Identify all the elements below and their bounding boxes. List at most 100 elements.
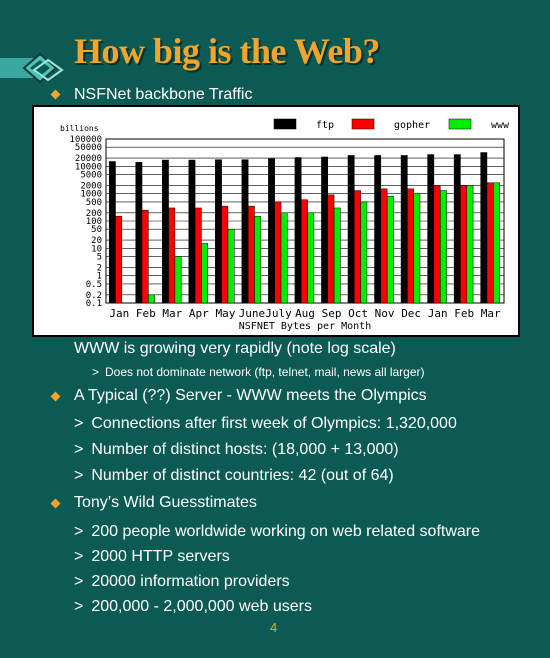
note-network-text: Does not dominate network (ftp, telnet, … [105,365,425,379]
bar-www [333,207,341,304]
bar-ftp [400,155,408,304]
traffic-chart-svg: 1000005000020000100005000200010005002001… [60,118,510,332]
y-tick-label: 2000 [80,181,102,191]
list-item: > Connections after first week of Olympic… [74,415,457,433]
y-tick-label: 20000 [75,154,102,164]
y-tick-label: 5000 [80,171,102,181]
bar-ftp [321,156,329,304]
bar-gopher [433,185,441,304]
bar-gopher [115,215,123,304]
bar-gopher [327,194,335,304]
bar-www [201,243,208,304]
list-item: >200 people worldwide working on web rel… [74,523,480,541]
bar-ftp [480,152,488,304]
bar-www [413,193,421,304]
y-tick-label: 100 [86,217,102,227]
x-tick-label: July [265,307,292,320]
bar-www [307,212,315,304]
sub-marker: > [74,441,84,458]
x-tick-label: Nov [375,307,395,320]
bar-www [466,185,474,304]
bar-ftp [135,162,143,304]
bar-gopher [407,188,414,304]
y-tick-label: 1000 [80,190,102,200]
x-tick-label: Jan [428,307,448,320]
y-tick-label: 10 [91,244,102,254]
y-tick-label: 50000 [75,143,102,153]
x-tick-label: May [215,307,235,320]
x-tick-label: Mar [481,307,501,320]
sub-marker: > [74,598,84,615]
bar-ftp [188,159,196,304]
y-tick-label: 0.1 [86,299,102,309]
bar-gopher [194,207,202,304]
bullet-olympics: A Typical (??) Server - WWW meets the Ol… [74,387,427,404]
bar-www [360,201,368,304]
x-tick-label: Oct [348,307,368,320]
bar-www [439,190,447,304]
y-tick-label: 20 [91,236,102,246]
y-tick-label: 5 [97,253,102,263]
bar-www [148,294,155,304]
y-tick-label: 100000 [69,135,102,145]
x-tick-label: June [239,307,266,320]
bar-gopher [380,188,388,304]
list-item-text: Connections after first week of Olympics… [91,415,457,432]
y-tick-label: 50 [91,225,102,235]
bar-ftp [347,155,355,304]
x-tick-label: Apr [189,307,209,320]
list-item-text: 2000 HTTP servers [91,548,230,565]
y-tick-label: 0.5 [86,280,102,290]
x-tick-label: Feb [136,307,156,320]
list-item-text: 200 people worldwide working on web rela… [91,523,481,540]
bar-gopher [300,199,308,304]
y-tick-label: 1 [97,272,102,282]
list-item-text: Number of distinct countries: 42 (out of… [91,467,394,484]
bar-ftp [215,159,222,304]
bar-gopher [486,182,494,304]
list-item: >2000 HTTP servers [74,548,230,566]
bar-gopher [221,205,229,304]
bar-ftp [162,159,169,304]
x-tick-label: Feb [454,307,474,320]
x-tick-label: Aug [295,307,315,320]
sub-marker: > [74,415,84,432]
bullet-diamond-icon [50,498,61,509]
bar-ftp [427,154,435,304]
y-axis-label: billions [60,124,99,133]
bar-www [254,215,262,304]
x-axis-label: NSFNET Bytes per Month [239,321,371,332]
list-item: >200,000 - 2,000,000 web users [74,598,312,616]
bar-gopher [168,207,176,304]
y-tick-label: 0.2 [86,291,102,301]
bar-ftp [294,157,302,304]
bar-ftp [241,159,249,304]
legend-swatch-www [448,118,472,130]
legend-label-www: www [491,120,510,131]
list-item: > Number of distinct hosts: (18,000 + 13,… [74,441,399,459]
bullet-nsfnet: NSFNet backbone Traffic [74,86,253,103]
bullet-diamond-icon [50,89,61,100]
legend-swatch-ftp [273,118,297,130]
bar-ftp [108,161,116,304]
bullet-diamond-icon [50,391,61,402]
sub-marker: > [74,523,84,540]
bar-www [227,228,235,304]
bar-www [493,182,500,304]
bar-www [386,196,394,304]
list-item-text: 20000 information providers [91,573,290,590]
y-tick-label: 200 [86,209,102,219]
note-network: > Does not dominate network (ftp, telnet,… [92,365,425,379]
sub-marker: > [74,467,84,484]
legend-label-ftp: ftp [316,120,334,131]
bar-gopher [460,185,468,304]
x-tick-label: Dec [401,307,421,320]
page-number: 4 [270,620,278,635]
sub-marker: > [74,548,84,565]
y-tick-label: 500 [86,198,102,208]
bar-gopher [247,205,255,304]
bullet-www-growth: WWW is growing very rapidly (note log sc… [74,340,396,357]
bar-gopher [141,209,149,304]
y-tick-label: 10000 [75,162,102,172]
list-item-text: 200,000 - 2,000,000 web users [91,598,312,615]
